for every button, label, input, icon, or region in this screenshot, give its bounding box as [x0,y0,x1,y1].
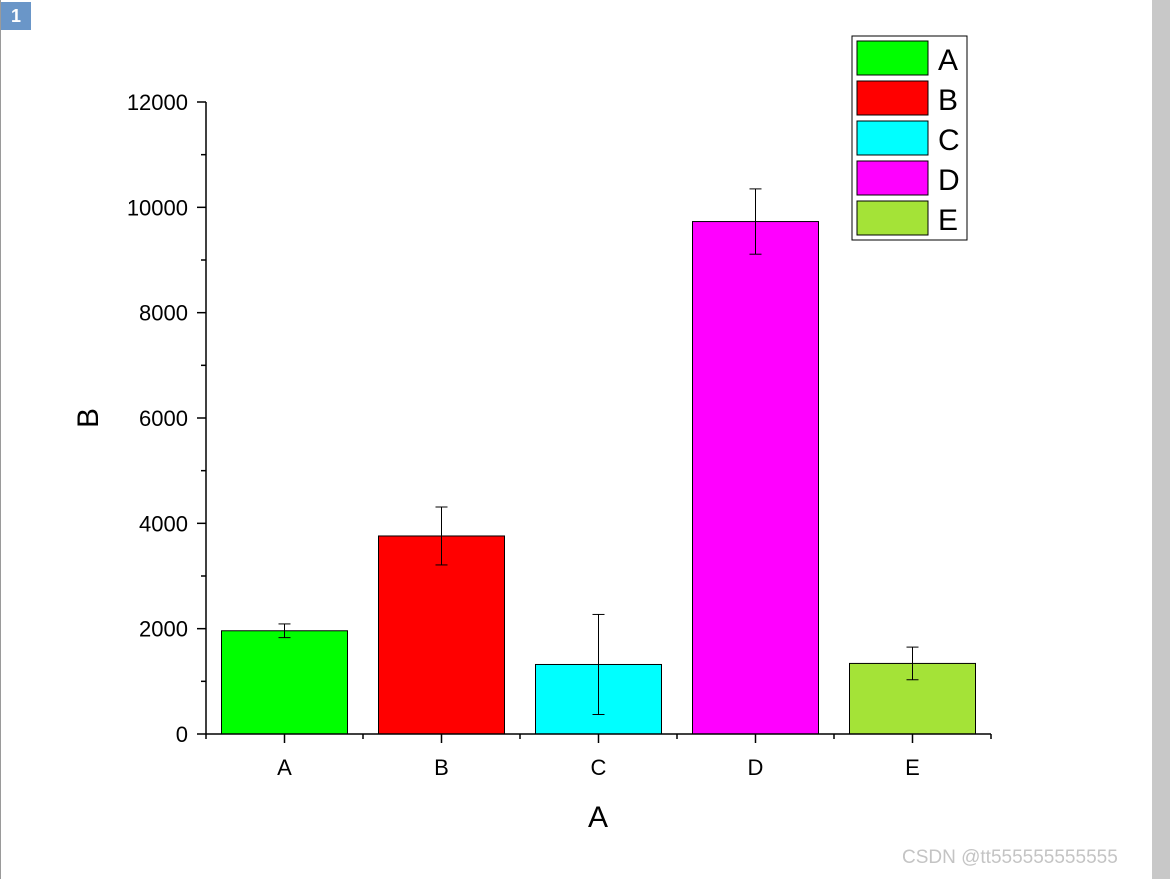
y-axis-title: B [72,408,105,428]
page-left-border [0,0,1,879]
x-tick-label: A [277,755,292,780]
x-tick-label: E [905,755,920,780]
bar-b [378,535,505,735]
x-tick-label: D [748,755,764,780]
watermark: CSDN @tt555555555555 [902,847,1118,868]
legend-swatch-e [856,200,929,236]
legend-swatch-b [856,80,929,116]
bar-d [692,221,819,735]
bar-e [849,662,976,735]
legend-swatch-a [856,40,929,76]
legend-label-e: E [938,204,958,237]
error-bars-layer [278,188,919,716]
x-axis-title: A [588,801,608,834]
legend-swatch-c [856,120,929,156]
legend-label-a: A [938,44,958,77]
y-tick-label: 0 [176,722,188,747]
legend-swatch-d [856,160,929,196]
right-scroll-strip [1152,0,1170,879]
y-tick-label: 12000 [127,90,188,115]
y-tick-label: 6000 [139,406,188,431]
y-tick-label: 2000 [139,617,188,642]
legend-label-b: B [938,84,958,117]
x-tick-label: C [591,755,607,780]
bar-a [221,630,348,735]
y-tick-label: 8000 [139,301,188,326]
x-tick-label: B [434,755,449,780]
y-tick-label: 4000 [139,511,188,536]
legend-label-d: D [938,164,960,197]
legend-label-c: C [938,124,960,157]
page-number-badge[interactable]: 1 [1,2,31,30]
y-tick-label: 10000 [127,195,188,220]
